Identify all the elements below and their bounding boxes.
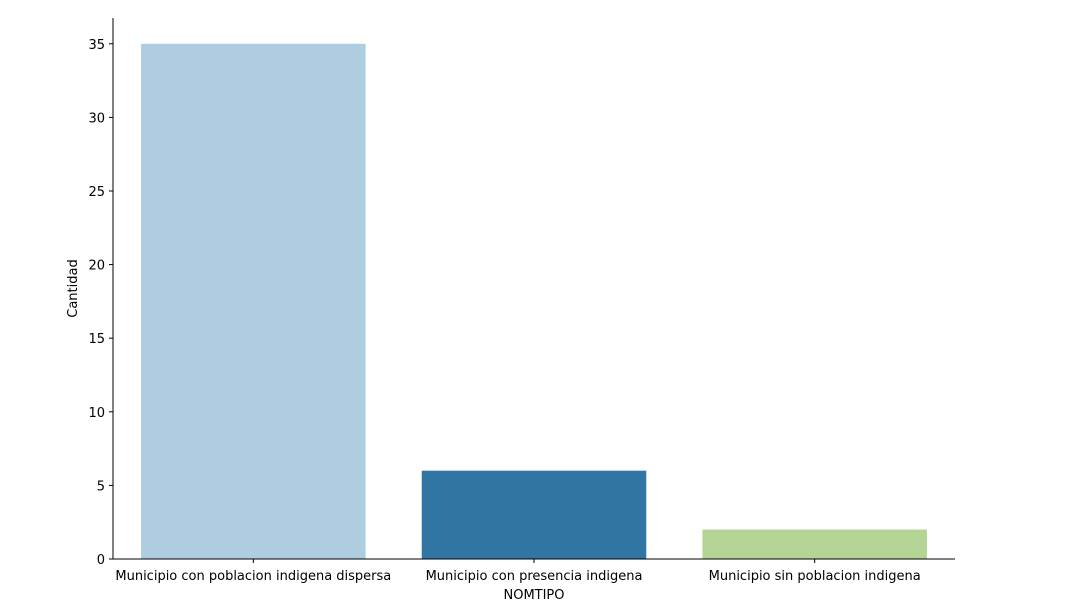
- bar-1: [141, 43, 366, 560]
- y-tick-label: 15: [88, 332, 105, 347]
- y-ticks-group: 0 5 10 15 20 25 30 35: [88, 38, 113, 568]
- y-tick-label: 25: [88, 185, 105, 200]
- y-tick-label: 0: [97, 553, 105, 568]
- bar-2: [421, 470, 647, 559]
- x-axis-label: NOMTIPO: [503, 588, 564, 603]
- y-tick-label: 30: [88, 111, 105, 126]
- bars-group: [141, 43, 927, 560]
- x-ticks-group: Municipio con poblacion indigena dispers…: [115, 559, 921, 584]
- x-tick-label: Municipio con poblacion indigena dispers…: [115, 569, 391, 584]
- y-tick-label: 10: [88, 406, 105, 421]
- y-tick-label: 5: [97, 479, 105, 494]
- y-tick-label: 20: [88, 259, 105, 274]
- y-axis-label: Cantidad: [66, 259, 81, 317]
- y-tick-label: 35: [88, 38, 105, 53]
- x-tick-label: Municipio con presencia indigena: [426, 569, 643, 584]
- x-tick-label: Municipio sin poblacion indigena: [709, 569, 921, 584]
- bar-3: [702, 529, 927, 559]
